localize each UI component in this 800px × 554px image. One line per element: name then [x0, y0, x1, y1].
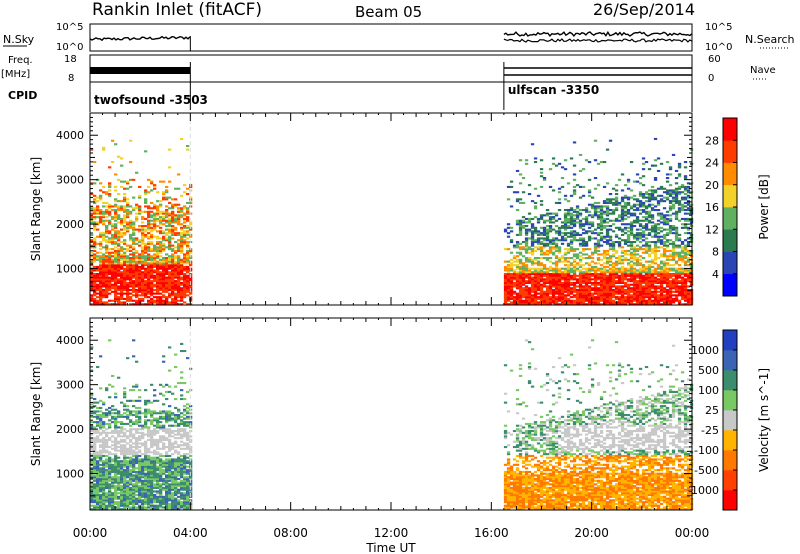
- colorbar-segment: [723, 430, 737, 451]
- colorbar-segment: [723, 450, 737, 471]
- y-tick-label: 1000: [56, 263, 84, 276]
- velocity-colorbar: 1000 500 100 25 -25 -100 -500 -1000 Velocity [m …: [687, 329, 771, 511]
- colorbar-label: Power [dB]: [757, 174, 771, 239]
- colorbar-tick-label: -500: [694, 464, 719, 477]
- colorbar-segment: [723, 470, 737, 491]
- colorbar-tick-label: 8: [712, 246, 719, 259]
- power-panel: 1000 2000 3000 4000 Slant Range [km]: [29, 112, 694, 306]
- heatmap-cells: [90, 339, 694, 511]
- date-title: 26/Sep/2014: [593, 0, 695, 19]
- colorbar-label: Velocity [m s^-1]: [757, 368, 771, 472]
- colorbar-tick-label: 24: [705, 157, 719, 170]
- nsky-tick-top: 10^5: [56, 22, 83, 33]
- freq-tick-bottom: 8: [68, 73, 74, 84]
- freq-band: [90, 67, 191, 74]
- nsky-trace: [89, 35, 191, 42]
- x-tick-label: 04:00: [173, 526, 208, 540]
- colorbar-segment: [723, 184, 737, 208]
- colorbar-frame: [722, 329, 738, 511]
- nsky-panel: N.Sky 10^5 10^0 10^5 10^0 N.Search: [3, 22, 795, 53]
- y-tick-label: 4000: [56, 129, 84, 142]
- y-tick-label: 2000: [56, 423, 84, 436]
- cpid-mode-label: twofsound -3503: [94, 93, 208, 107]
- colorbar-segment: [723, 140, 737, 163]
- colorbar-tick-label: -25: [701, 424, 719, 437]
- y-tick-label: 2000: [56, 218, 84, 231]
- colorbar-segment: [723, 330, 737, 351]
- freq-panel: Freq. [MHz] 18 8 60 0 Nave: [1, 54, 776, 84]
- heatmap-cells: [90, 137, 694, 306]
- colorbar-segment: [723, 350, 737, 371]
- colorbar-tick-label: 12: [705, 223, 719, 236]
- nsky-trace: [503, 30, 693, 37]
- nsearch-trace: [503, 38, 693, 43]
- colorbar-tick-label: -1000: [687, 484, 719, 497]
- colorbar-segment: [723, 229, 737, 252]
- x-tick-label: 20:00: [574, 526, 609, 540]
- y-tick-label: 1000: [56, 468, 84, 481]
- x-tick-label: 00:00: [73, 526, 108, 540]
- time-axis: 00:00 04:00 08:00 12:00 16:00 20:00 00:00: [73, 526, 710, 540]
- colorbar-segment: [723, 370, 737, 391]
- colorbar-tick-label: 16: [705, 201, 719, 214]
- colorbar-tick-label: 500: [698, 364, 719, 377]
- x-tick-label: 12:00: [374, 526, 409, 540]
- time-axis-label: Time UT: [365, 541, 416, 554]
- colorbar-segment: [723, 410, 737, 431]
- colorbar-segment: [723, 207, 737, 230]
- colorbar-segment: [723, 390, 737, 411]
- cpid-mode-label: ulfscan -3350: [508, 83, 599, 97]
- colorbar-tick-label: 1000: [691, 344, 719, 357]
- cpid-label: CPID: [8, 89, 37, 102]
- nsky-label: N.Sky: [3, 33, 35, 46]
- freq-unit: [MHz]: [1, 69, 30, 80]
- nsky-traces: [89, 30, 693, 51]
- y-axis-label: Slant Range [km]: [29, 362, 43, 466]
- cpid-modes: twofsound -3503 ulfscan -3350: [89, 82, 599, 110]
- freq-traces: [89, 62, 693, 82]
- colorbar-segment: [723, 251, 737, 275]
- x-tick-label: 16:00: [474, 526, 509, 540]
- station-title: Rankin Inlet (fitACF): [92, 0, 262, 20]
- x-tick-label: 00:00: [675, 526, 710, 540]
- freq-tick-top: 18: [64, 54, 77, 65]
- colorbar-segment: [723, 118, 737, 141]
- colorbar-tick-label: -100: [694, 444, 719, 457]
- colorbar-tick-label: 28: [705, 134, 719, 147]
- nave-label: Nave: [750, 65, 776, 76]
- x-tick-label: 08:00: [273, 526, 308, 540]
- y-tick-label: 3000: [56, 379, 84, 392]
- nave-tick-bottom: 0: [708, 73, 714, 84]
- nsearch-tick-top: 10^5: [705, 22, 732, 33]
- y-tick-label: 4000: [56, 334, 84, 347]
- colorbar-tick-label: 25: [705, 404, 719, 417]
- nsearch-label: N.Search: [745, 33, 795, 46]
- colorbar-segment: [723, 273, 737, 297]
- velocity-panel: 1000 2000 3000 4000 Slant Range [km]: [29, 317, 694, 511]
- power-colorbar: 4 8 12 16 20 24 28 Power [dB]: [705, 117, 771, 297]
- colorbar-tick-label: 100: [698, 384, 719, 397]
- y-axis-label: Slant Range [km]: [29, 157, 43, 261]
- freq-label: Freq.: [8, 55, 33, 66]
- colorbar-segment: [723, 490, 737, 511]
- beam-title: Beam 05: [355, 3, 422, 21]
- colorbar-segment: [723, 162, 737, 186]
- cpid-panel: CPID twofsound -3503 ulfscan -3350: [8, 82, 693, 112]
- colorbar-tick-label: 4: [712, 268, 719, 281]
- nsearch-tick-bottom: 10^0: [705, 42, 732, 53]
- nsky-tick-bottom: 10^0: [56, 42, 83, 53]
- colorbar-tick-label: 20: [705, 179, 719, 192]
- nave-tick-top: 60: [708, 54, 721, 65]
- y-tick-label: 3000: [56, 174, 84, 187]
